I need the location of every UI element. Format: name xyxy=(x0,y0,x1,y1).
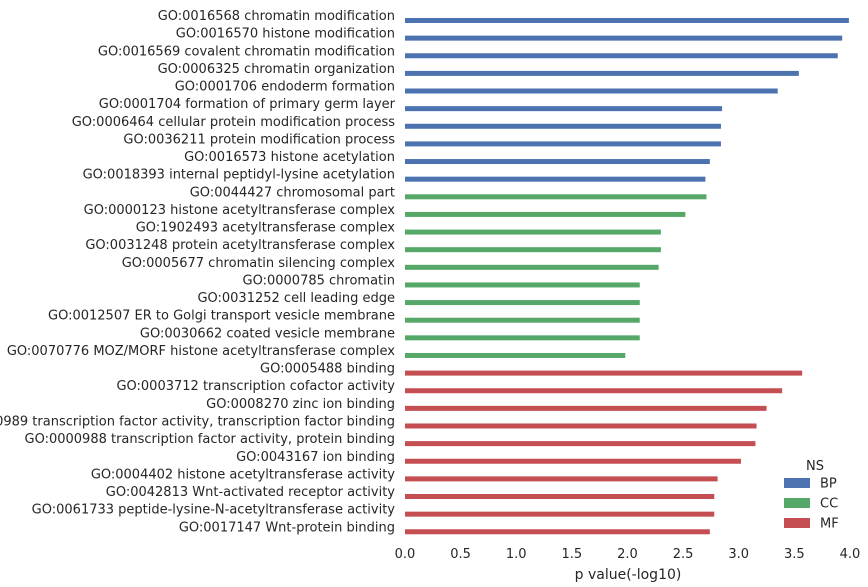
category-label: GO:0004402 histone acetyltransferase act… xyxy=(91,467,395,482)
legend-swatch-bp xyxy=(784,478,810,488)
category-label: GO:0003712 transcription cofactor activi… xyxy=(116,379,395,394)
x-tick-label: 2.0 xyxy=(617,547,638,562)
legend-title: NS xyxy=(806,459,824,474)
category-labels: GO:0016568 chromatin modification GO:0016… xyxy=(0,9,396,535)
category-label: GO:0016570 histone modification xyxy=(176,27,395,42)
x-tick-label: 4.0 xyxy=(840,547,861,562)
category-label: GO:0000989 transcription factor activity… xyxy=(0,414,395,429)
bar-25 xyxy=(405,441,756,447)
x-tick-label: 1.0 xyxy=(506,547,527,562)
bar-8 xyxy=(405,141,721,147)
bar-19 xyxy=(405,335,640,341)
category-label: GO:0000123 histone acetyltransferase com… xyxy=(84,203,396,218)
category-label: GO:0016573 histone acetylation xyxy=(184,150,395,165)
bar-23 xyxy=(405,405,767,411)
bar-18 xyxy=(405,317,640,323)
category-label: GO:0000988 transcription factor activity… xyxy=(25,432,396,447)
bar-16 xyxy=(405,282,640,288)
bars-layer xyxy=(405,18,849,535)
category-label: GO:0030662 coated vesicle membrane xyxy=(140,326,395,341)
legend: NS BP CC MF xyxy=(784,459,839,532)
x-axis-ticks: 0.0 0.5 1.0 1.5 2.0 2.5 3.0 3.5 4.0 xyxy=(395,547,861,562)
x-tick-label: 3.0 xyxy=(728,547,749,562)
legend-entries: BP CC MF xyxy=(784,477,839,532)
category-label: GO:0061733 peptide-lysine-N-acetyltransf… xyxy=(32,503,396,518)
bar-14 xyxy=(405,247,661,253)
bar-12 xyxy=(405,211,686,217)
category-label: GO:0036211 protein modification process xyxy=(123,132,395,147)
bar-26 xyxy=(405,458,741,464)
bar-13 xyxy=(405,229,661,235)
category-label: GO:0018393 internal peptidyl-lysine acet… xyxy=(83,168,395,183)
bar-11 xyxy=(405,194,707,200)
x-tick-label: 1.5 xyxy=(562,547,583,562)
bar-17 xyxy=(405,300,640,306)
legend-label-mf: MF xyxy=(820,517,839,532)
category-label: GO:0044427 chromosomal part xyxy=(190,185,395,200)
bar-9 xyxy=(405,159,710,165)
category-label: GO:0016568 chromatin modification xyxy=(158,9,395,24)
x-tick-label: 0.5 xyxy=(450,547,471,562)
bar-22 xyxy=(405,388,783,394)
legend-label-bp: BP xyxy=(820,477,837,492)
bar-7 xyxy=(405,123,721,129)
bar-21 xyxy=(405,370,803,376)
category-label: GO:0070776 MOZ/MORF histone acetyltransf… xyxy=(7,344,395,359)
category-label: GO:0001704 formation of primary germ lay… xyxy=(99,97,396,112)
category-label: GO:0005677 chromatin silencing complex xyxy=(122,256,396,271)
bar-6 xyxy=(405,106,723,112)
bar-20 xyxy=(405,352,626,358)
category-label: GO:0005488 binding xyxy=(260,362,395,377)
x-tick-label: 0.0 xyxy=(395,547,416,562)
bar-30 xyxy=(405,529,710,535)
category-label: GO:0017147 Wnt-protein binding xyxy=(179,520,395,535)
x-tick-label: 3.5 xyxy=(784,547,805,562)
category-label: GO:0031252 cell leading edge xyxy=(197,291,395,306)
category-label: GO:1902493 acetyltransferase complex xyxy=(136,221,396,236)
category-label: GO:0001706 endoderm formation xyxy=(175,80,395,95)
x-axis-title: p value(-log10) xyxy=(575,567,682,583)
bar-27 xyxy=(405,476,718,482)
category-label: GO:0016569 covalent chromatin modificati… xyxy=(98,44,395,59)
category-label: GO:0012507 ER to Golgi transport vesicle… xyxy=(48,309,395,324)
bar-3 xyxy=(405,53,838,59)
bar-24 xyxy=(405,423,757,429)
category-label: GO:0006325 chromatin organization xyxy=(158,62,395,77)
bar-4 xyxy=(405,70,799,76)
bar-15 xyxy=(405,264,659,270)
bar-28 xyxy=(405,494,715,500)
legend-swatch-cc xyxy=(784,498,810,508)
category-label: GO:0031248 protein acetyltransferase com… xyxy=(85,238,395,253)
x-tick-label: 2.5 xyxy=(673,547,694,562)
category-label: GO:0008270 zinc ion binding xyxy=(206,397,395,412)
category-label: GO:0006464 cellular protein modification… xyxy=(72,115,395,130)
category-label: GO:0000785 chromatin xyxy=(243,273,395,288)
bar-29 xyxy=(405,511,715,517)
legend-label-cc: CC xyxy=(820,497,838,512)
category-label: GO:0042813 Wnt-activated receptor activi… xyxy=(106,485,396,500)
bar-5 xyxy=(405,88,778,94)
category-label: GO:0043167 ion binding xyxy=(236,450,395,465)
bar-1 xyxy=(405,18,849,23)
bar-10 xyxy=(405,176,706,182)
legend-swatch-mf xyxy=(784,518,810,528)
bar-2 xyxy=(405,35,843,41)
